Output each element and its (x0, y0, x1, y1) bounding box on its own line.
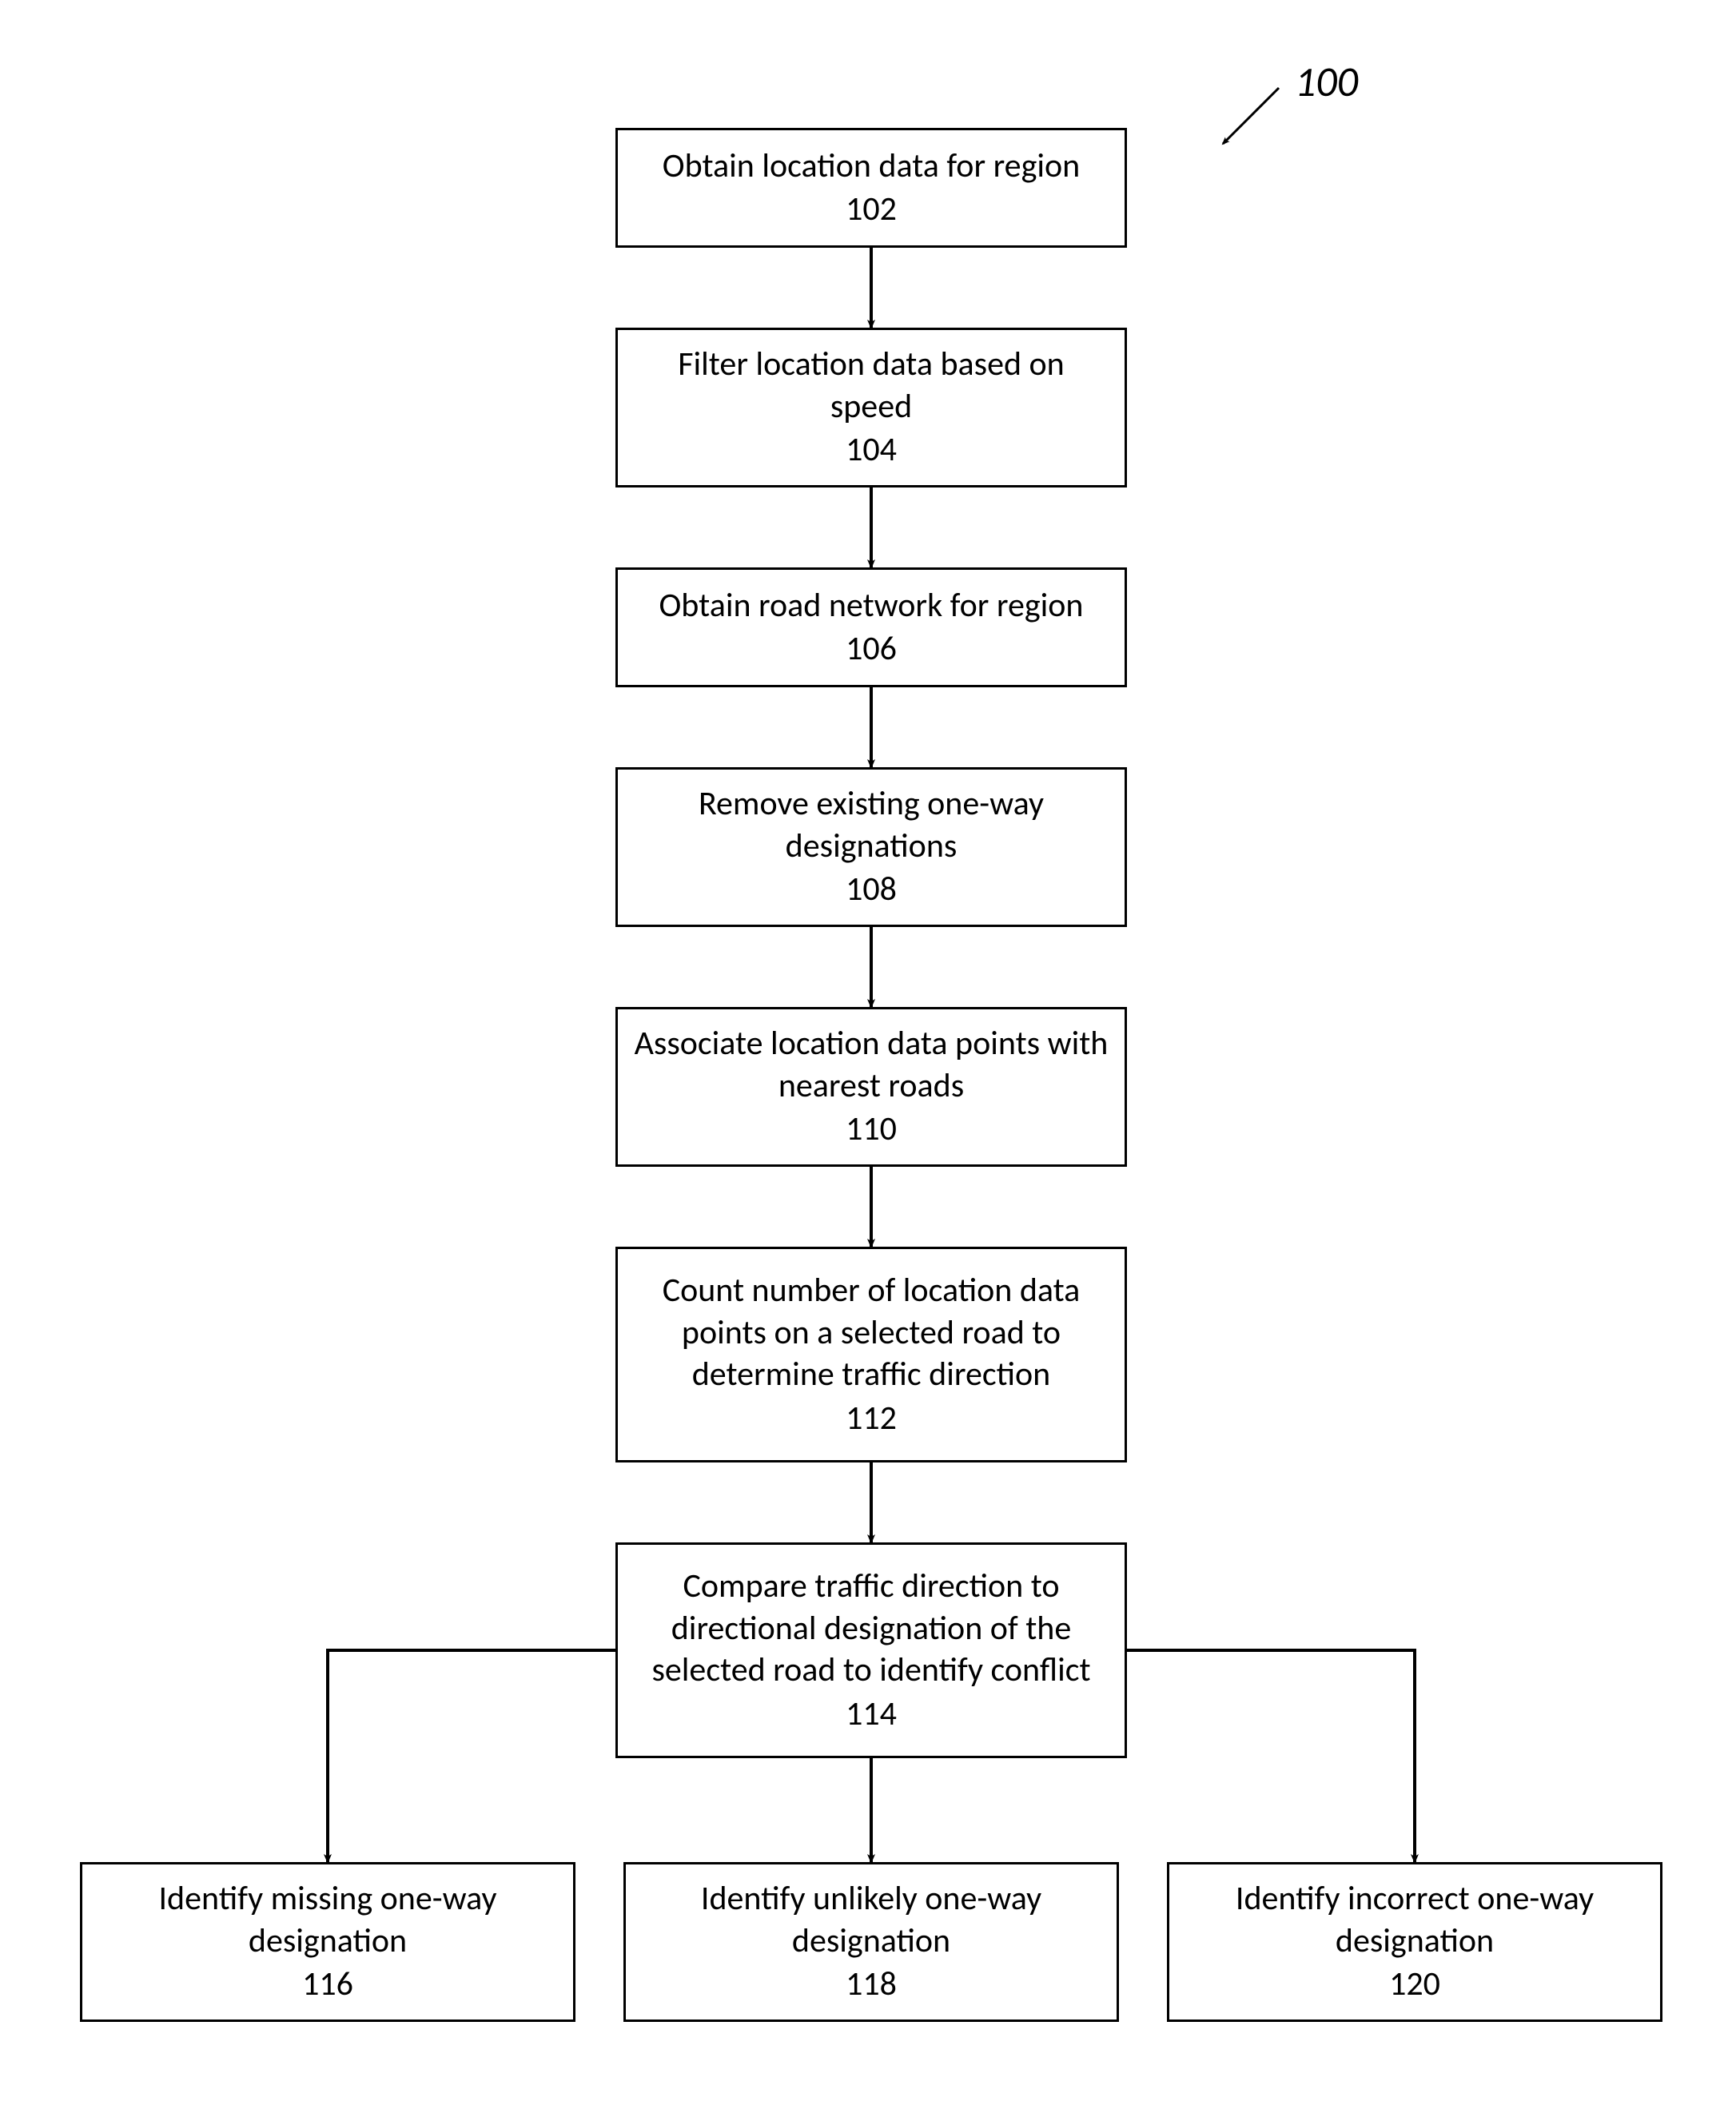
flow-node-number: 118 (846, 1964, 897, 2006)
flow-node-120: Identify incorrect one-way designation12… (1167, 1862, 1662, 2022)
flow-edge-n114-n120 (1127, 1650, 1415, 1862)
flow-node-114: Compare traffic direction to directional… (615, 1542, 1127, 1758)
reference-arrow (1223, 88, 1279, 144)
flow-node-number: 104 (846, 429, 897, 472)
flow-node-116: Identify missing one-way designation116 (80, 1862, 575, 2022)
flow-node-110: Associate location data points with near… (615, 1007, 1127, 1167)
flow-node-label: Identify missing one-way designation (98, 1878, 557, 1962)
flow-node-104: Filter location data based on speed104 (615, 328, 1127, 487)
flow-node-label: Obtain road network for region (659, 585, 1083, 627)
flow-node-number: 106 (846, 628, 897, 671)
flow-node-number: 116 (302, 1964, 353, 2006)
flow-node-112: Count number of location data points on … (615, 1247, 1127, 1462)
flow-node-label: Count number of location data points on … (634, 1270, 1109, 1396)
reference-label-text: 100 (1295, 56, 1358, 107)
reference-label: 100 (1295, 56, 1358, 107)
flow-node-118: Identify unlikely one-way designation118 (623, 1862, 1119, 2022)
flow-node-label: Compare traffic direction to directional… (634, 1566, 1109, 1692)
flow-node-number: 114 (846, 1693, 897, 1736)
flow-node-label: Identify incorrect one-way designation (1185, 1878, 1644, 1962)
flow-node-number: 108 (846, 869, 897, 911)
flow-node-108: Remove existing one-way designations108 (615, 767, 1127, 927)
flow-node-label: Remove existing one-way designations (634, 783, 1109, 867)
flow-node-label: Obtain location data for region (663, 145, 1080, 188)
flow-node-number: 110 (846, 1108, 897, 1151)
flow-node-106: Obtain road network for region106 (615, 567, 1127, 687)
flow-node-number: 120 (1389, 1964, 1440, 2006)
flow-edge-n114-n116 (328, 1650, 615, 1862)
flow-node-number: 102 (846, 189, 897, 231)
flow-node-label: Filter location data based on speed (634, 344, 1109, 428)
flow-node-label: Identify unlikely one-way designation (642, 1878, 1101, 1962)
flow-node-label: Associate location data points with near… (634, 1023, 1109, 1107)
flow-node-number: 112 (846, 1398, 897, 1440)
flow-node-102: Obtain location data for region102 (615, 128, 1127, 248)
